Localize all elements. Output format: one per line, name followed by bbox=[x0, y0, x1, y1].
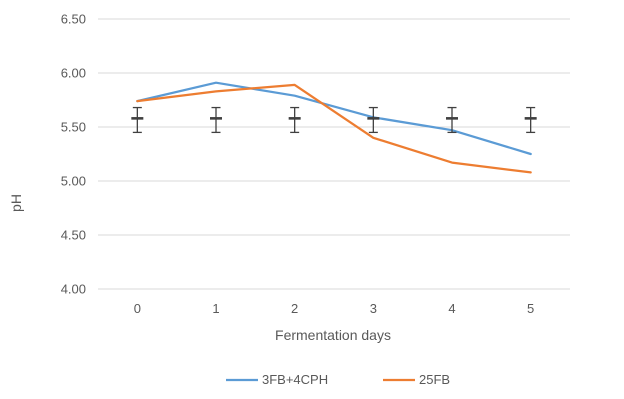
y-tick-label: 4.50 bbox=[61, 228, 86, 243]
error-bar bbox=[288, 106, 301, 134]
x-axis-title: Fermentation days bbox=[275, 327, 391, 343]
error-bar bbox=[524, 106, 537, 134]
x-tick-labels: 0 1 2 3 4 5 bbox=[134, 301, 535, 316]
y-tick-label: 5.50 bbox=[61, 120, 86, 135]
legend-label: 25FB bbox=[419, 372, 450, 387]
y-tick-label: 6.50 bbox=[61, 12, 86, 27]
series-line-1 bbox=[136, 83, 532, 174]
error-bar bbox=[446, 106, 458, 134]
x-tick-label: 1 bbox=[212, 301, 219, 316]
x-tick-label: 3 bbox=[370, 301, 377, 316]
error-bar bbox=[210, 106, 222, 134]
y-tick-label: 6.00 bbox=[61, 66, 86, 81]
y-tick-labels: 4.00 4.50 5.00 5.50 6.00 6.50 bbox=[61, 12, 86, 297]
legend: 3FB+4CPH 25FB bbox=[226, 372, 450, 387]
error-bars bbox=[131, 106, 537, 134]
series-line-0 bbox=[136, 81, 532, 156]
x-tick-label: 4 bbox=[448, 301, 455, 316]
legend-label: 3FB+4CPH bbox=[262, 372, 328, 387]
error-bar bbox=[367, 106, 380, 134]
legend-item: 3FB+4CPH bbox=[226, 372, 328, 387]
gridlines bbox=[98, 18, 570, 290]
y-axis-title: pH bbox=[8, 194, 24, 212]
series-lines bbox=[136, 81, 532, 174]
y-tick-label: 4.00 bbox=[61, 282, 86, 297]
x-tick-label: 5 bbox=[527, 301, 534, 316]
error-bar bbox=[131, 106, 144, 134]
legend-item: 25FB bbox=[383, 372, 450, 387]
y-tick-label: 5.00 bbox=[61, 174, 86, 189]
x-tick-label: 2 bbox=[291, 301, 298, 316]
x-tick-label: 0 bbox=[134, 301, 141, 316]
